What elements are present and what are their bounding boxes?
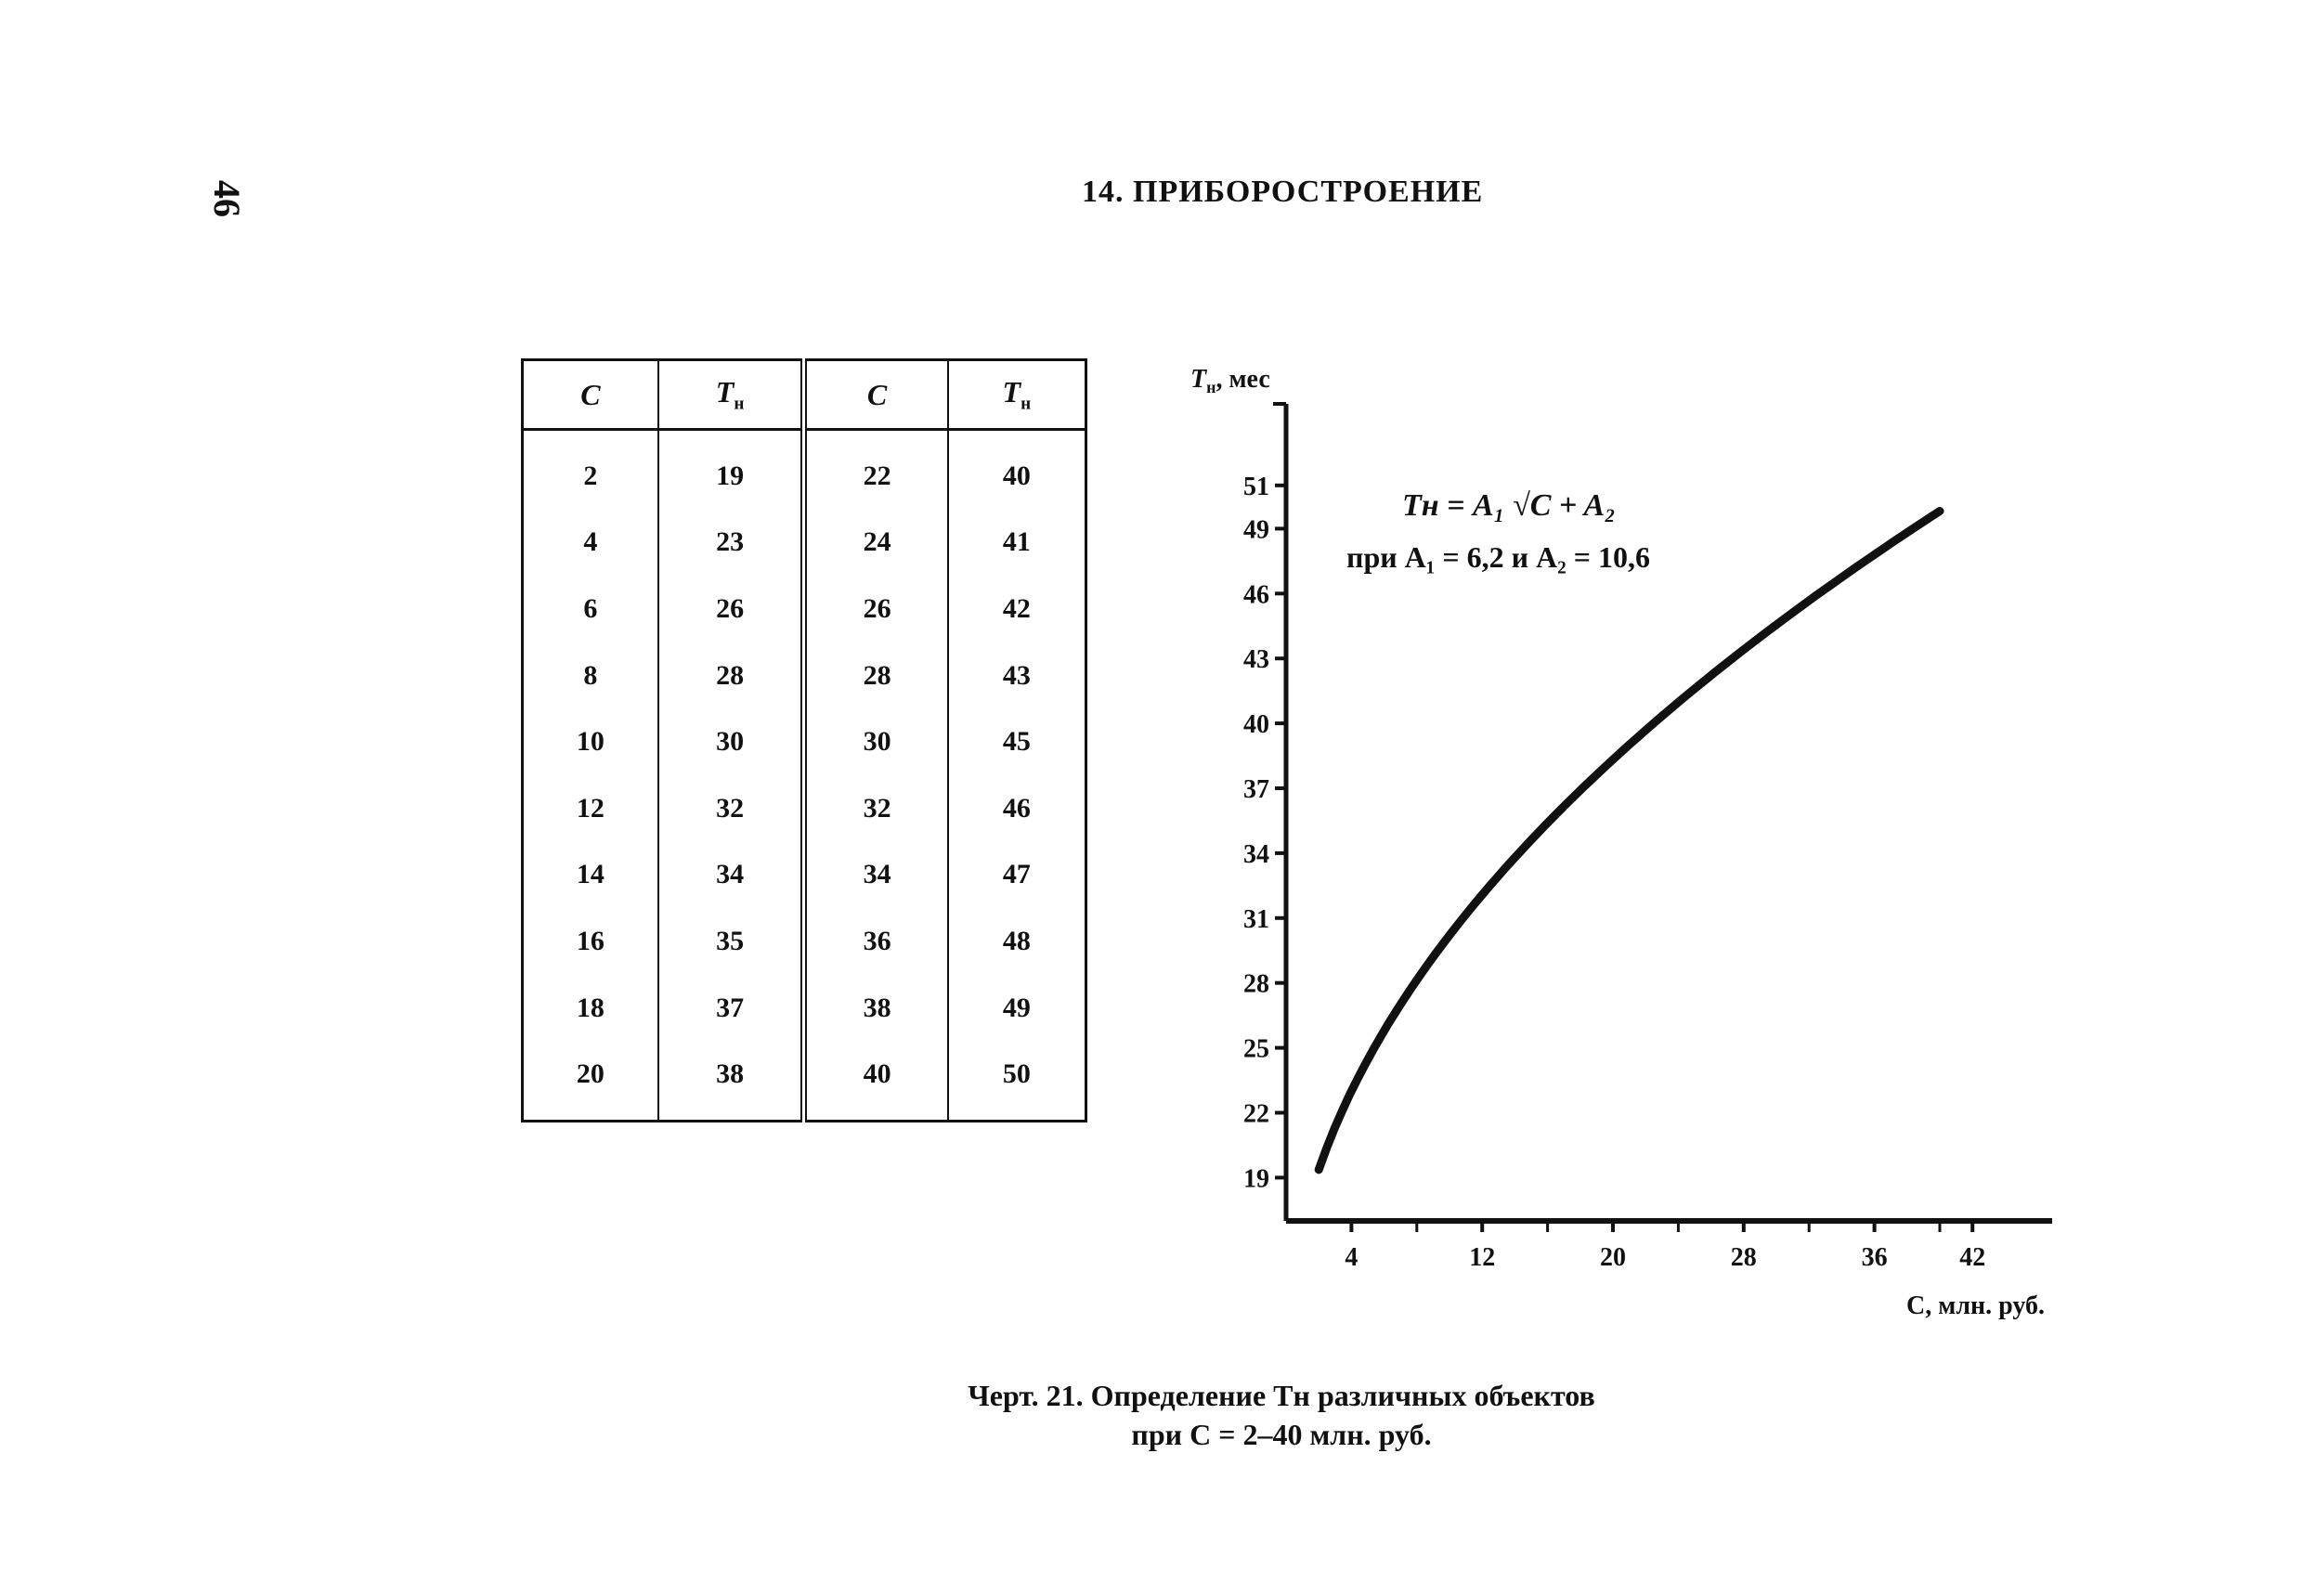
axes <box>1273 402 2052 1224</box>
table-cell: 32 <box>800 774 948 842</box>
x-tick-label: 20 <box>1600 1243 1626 1272</box>
header-tn-1: Tн <box>656 359 804 431</box>
table-cell: 8 <box>583 659 598 691</box>
table-cell: 42 <box>946 576 1086 642</box>
formula-line1: Tн = A₁ √C + A₂ <box>1402 488 1616 523</box>
table-cell: 50 <box>946 1041 1086 1122</box>
table-cell: 12 <box>576 792 604 824</box>
header-c-2: C <box>800 359 948 431</box>
table-row: 8 28 28 43 <box>523 642 1086 709</box>
y-tick-label: 46 <box>1243 580 1269 609</box>
table-cell: 38 <box>656 1041 804 1122</box>
table-row: 2 19 22 40 <box>523 429 1086 510</box>
table-cell: 19 <box>656 429 804 510</box>
table-cell: 26 <box>656 576 804 642</box>
y-tick-label: 19 <box>1243 1164 1269 1193</box>
y-tick-label: 37 <box>1243 775 1269 804</box>
table-cell: 40 <box>800 1041 948 1122</box>
x-tick-label: 28 <box>1731 1243 1757 1272</box>
table-cell: 2 <box>583 460 598 491</box>
table-row: 6 26 26 42 <box>523 576 1086 642</box>
table-cell: 45 <box>946 708 1086 775</box>
table-header-row: C Tн C Tн <box>522 359 1086 431</box>
table-row: 14 34 34 47 <box>523 841 1086 909</box>
table-cell: 48 <box>946 908 1086 975</box>
table-cell: 6 <box>583 592 598 624</box>
caption-line-1: Черт. 21. Определение Tн различных объек… <box>968 1379 1595 1412</box>
table-row: 20 38 40 50 <box>523 1041 1086 1122</box>
table-cell: 36 <box>800 908 948 975</box>
table-row: 18 37 38 49 <box>523 974 1086 1042</box>
y-tick-label: 43 <box>1243 645 1269 674</box>
x-tick-label: 4 <box>1345 1243 1358 1272</box>
x-tick-label: 36 <box>1862 1243 1888 1272</box>
table-cell: 22 <box>800 429 948 510</box>
y-tick-label: 25 <box>1243 1035 1269 1064</box>
y-ticks: 19 22 25 28 31 34 37 40 43 46 49 51 <box>1243 473 1286 1193</box>
table-row: 12 32 32 46 <box>523 774 1086 842</box>
table-cell: 20 <box>576 1058 604 1090</box>
table-cell: 34 <box>800 841 948 909</box>
table-cell: 38 <box>800 974 948 1042</box>
header-tn-2: Tн <box>946 359 1086 431</box>
table-cell: 30 <box>656 708 804 775</box>
y-tick-label: 31 <box>1243 905 1269 934</box>
table-cell: 30 <box>800 708 948 775</box>
y-tick-label: 28 <box>1243 970 1269 999</box>
table-cell: 35 <box>656 908 804 975</box>
table-cell: 18 <box>576 992 604 1023</box>
table-cell: 24 <box>800 509 948 577</box>
figure-caption: Черт. 21. Определение Tн различных объек… <box>836 1376 1727 1454</box>
table-cell: 4 <box>583 526 598 558</box>
table-cell: 28 <box>800 642 948 709</box>
y-tick-label: 22 <box>1243 1100 1269 1129</box>
data-curve <box>1314 507 1944 1174</box>
table-cell: 23 <box>656 509 804 577</box>
table-row: 16 35 36 48 <box>523 908 1086 975</box>
y-tick-label: 40 <box>1243 710 1269 739</box>
table-row: 4 23 24 41 <box>523 509 1086 577</box>
y-tick-label: 34 <box>1243 840 1269 869</box>
table-cell: 14 <box>576 859 604 890</box>
table-body: 2 19 22 40 4 23 24 41 6 26 26 42 8 28 28 43 10 30 30 45 12 32… <box>523 429 1086 1122</box>
x-tick-label: 12 <box>1469 1243 1495 1272</box>
y-tick-label: 51 <box>1243 473 1269 501</box>
table-cell: 49 <box>946 974 1086 1042</box>
table-cell: 16 <box>576 925 604 956</box>
caption-line-2: при C = 2–40 млн. руб. <box>1131 1418 1432 1451</box>
y-tick-label: 49 <box>1243 515 1269 544</box>
table-cell: 28 <box>656 642 804 709</box>
header-c-1: C <box>522 359 658 431</box>
table-row: 10 30 30 45 <box>523 708 1086 775</box>
table-cell: 43 <box>946 642 1086 709</box>
page-number: 46 <box>206 180 248 217</box>
table-cell: 47 <box>946 841 1086 909</box>
chart: Tн, мес Tн = A₁ √C + A₂ при A₁ = 6,2 и A… <box>1190 365 2052 1320</box>
table-cell: 10 <box>576 726 604 758</box>
section-title: 14. ПРИБОРОСТРОЕНИЕ <box>1082 175 1484 209</box>
table-cell: 41 <box>946 509 1086 577</box>
x-ticks: 4 12 20 28 36 42 <box>1345 1221 1985 1272</box>
table-cell: 46 <box>946 774 1086 842</box>
y-axis-title: Tн, мес <box>1190 365 1270 396</box>
table-cell: 32 <box>656 774 804 842</box>
x-axis-title: C, млн. руб. <box>1906 1291 2045 1320</box>
data-table: C Tн C Tн 2 19 22 40 4 23 24 41 6 26 26 42 8 28 28 43 10… <box>521 358 1087 1122</box>
formula-line2: при A₁ = 6,2 и A₂ = 10,6 <box>1346 540 1650 574</box>
table-cell: 26 <box>800 576 948 642</box>
table-cell: 37 <box>656 974 804 1042</box>
x-tick-label: 42 <box>1959 1243 1985 1272</box>
table-cell: 34 <box>656 841 804 909</box>
table-cell: 40 <box>946 429 1086 510</box>
